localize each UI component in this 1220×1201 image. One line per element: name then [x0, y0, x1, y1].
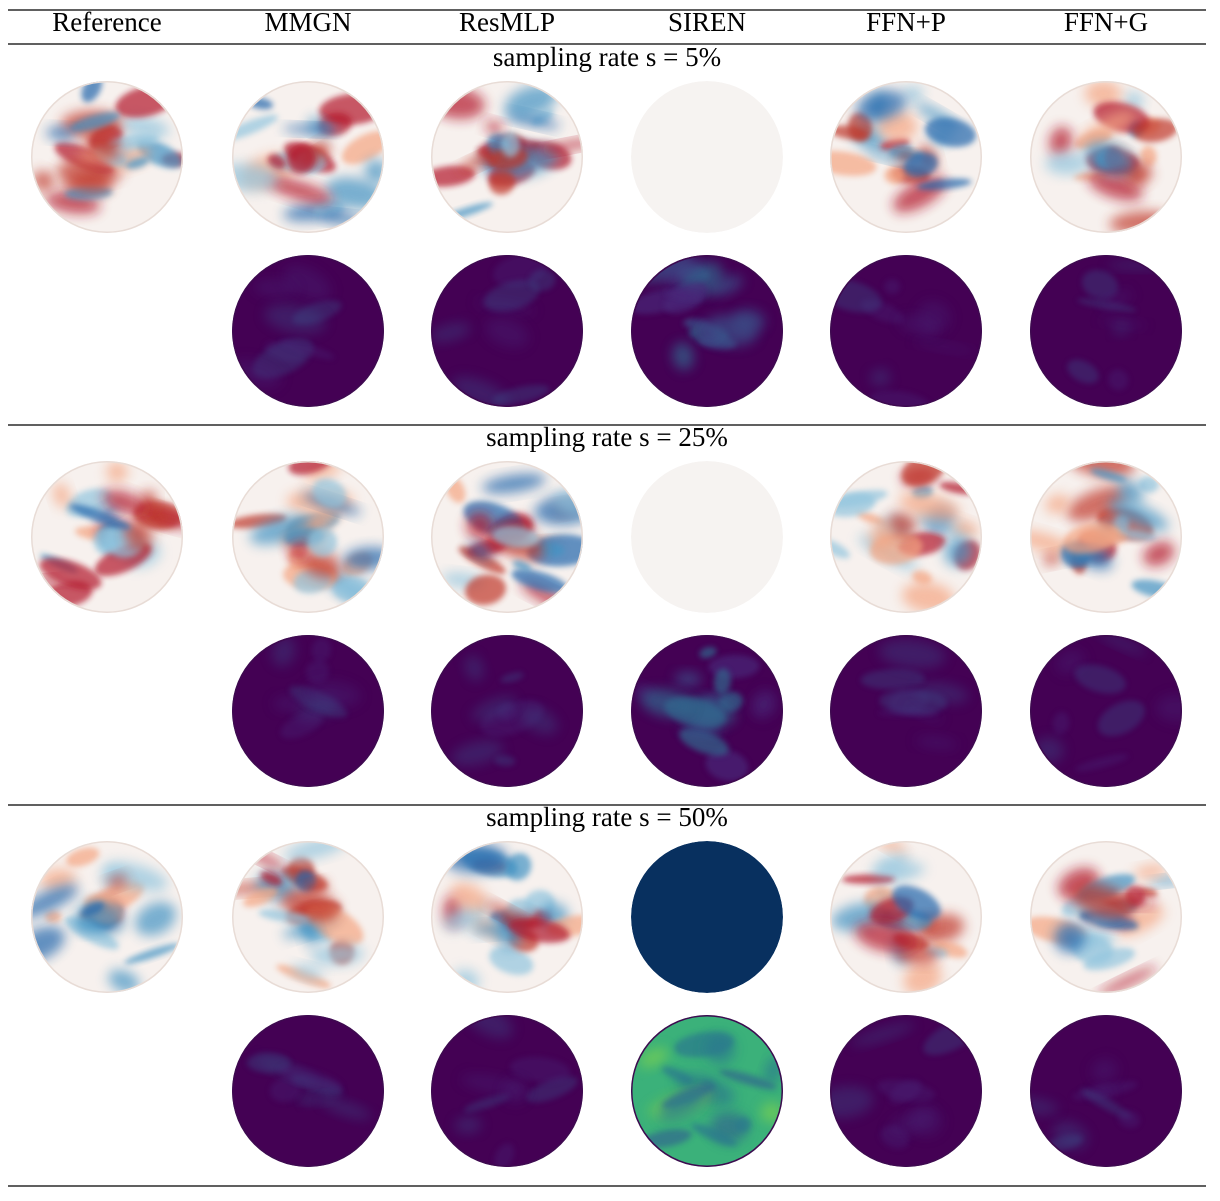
- globe-image: [431, 1015, 583, 1167]
- globe-image: [830, 461, 982, 613]
- globe-image: [1030, 461, 1182, 613]
- globe-image: [1030, 635, 1182, 787]
- section-label: sampling rate s = 50%: [486, 802, 728, 832]
- column-header: Reference: [52, 7, 161, 37]
- globe-image: [232, 635, 384, 787]
- column-header: FFN+P: [866, 7, 946, 37]
- globe-image: [31, 461, 183, 613]
- globe-image: [431, 635, 583, 787]
- globe-image: [31, 81, 183, 233]
- globe-image: [830, 81, 982, 233]
- globe-image: [31, 841, 183, 993]
- globe-image: [631, 1015, 783, 1167]
- globe-image: [431, 255, 583, 407]
- globe-image: [1030, 841, 1182, 993]
- globe-image: [830, 635, 982, 787]
- globe-image: [631, 635, 783, 787]
- section-label: sampling rate s = 5%: [493, 42, 721, 72]
- globe-image: [232, 255, 384, 407]
- globe-image: [830, 1015, 982, 1167]
- globe-image: [431, 461, 583, 613]
- globe-image: [1030, 81, 1182, 233]
- globe-image: [830, 841, 982, 993]
- globe-image: [631, 255, 783, 407]
- globe-image: [1030, 1015, 1182, 1167]
- section-label: sampling rate s = 25%: [486, 422, 728, 452]
- globe-image: [431, 841, 583, 993]
- globe-image: [232, 461, 384, 613]
- globe-image: [232, 841, 384, 993]
- globe-image: [631, 81, 783, 233]
- column-header: MMGN: [264, 7, 351, 37]
- globe-image: [631, 841, 783, 993]
- globe-image: [232, 1015, 384, 1167]
- globe-image: [631, 461, 783, 613]
- globe-image: [431, 81, 583, 233]
- column-header: ResMLP: [459, 7, 555, 37]
- column-header: SIREN: [668, 7, 746, 37]
- globe-image: [232, 81, 384, 233]
- column-header: FFN+G: [1064, 7, 1148, 37]
- globe-image: [1030, 255, 1182, 407]
- globe-image: [830, 255, 982, 407]
